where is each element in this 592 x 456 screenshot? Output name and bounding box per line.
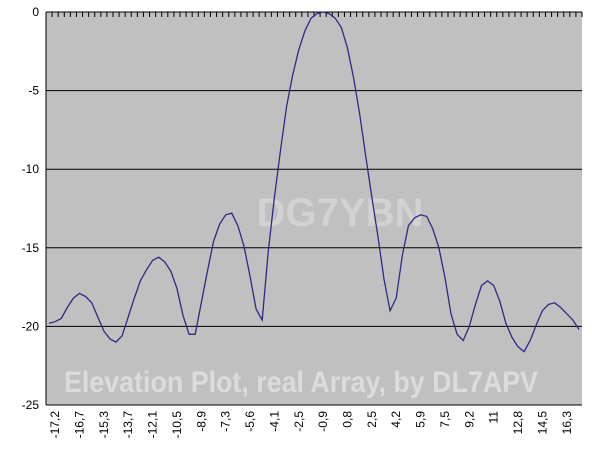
x-tick-label: -10,5 xyxy=(170,411,184,439)
x-tick-label: -0,9 xyxy=(316,411,330,432)
x-tick-label: -16,7 xyxy=(73,411,87,439)
x-tick-label: 12,8 xyxy=(511,411,525,435)
x-tick-label: -7,3 xyxy=(219,411,233,432)
x-tick-label: 16,3 xyxy=(560,411,574,435)
x-tick-label: 0,8 xyxy=(341,411,355,428)
y-tick-label: -25 xyxy=(22,398,40,412)
y-tick-label: -15 xyxy=(22,241,40,255)
y-tick-label: 0 xyxy=(32,5,39,19)
x-tick-label: 7,5 xyxy=(438,411,452,428)
x-tick-label: -4,1 xyxy=(267,411,281,432)
x-tick-label: 9,2 xyxy=(462,411,476,428)
x-tick-label: 5,9 xyxy=(414,411,428,428)
y-tick-label: -5 xyxy=(28,84,39,98)
x-tick-label: 4,2 xyxy=(389,411,403,428)
y-tick-label: -20 xyxy=(22,319,40,333)
x-tick-label: -12,1 xyxy=(146,411,160,439)
x-tick-label: -2,5 xyxy=(292,411,306,432)
x-tick-label: 11 xyxy=(487,411,501,424)
x-tick-label: -13,7 xyxy=(121,411,135,439)
x-tick-label: -8,9 xyxy=(194,411,208,432)
watermark-caption: Elevation Plot, real Array, by DL7APV xyxy=(64,366,538,399)
x-tick-label: -5,6 xyxy=(243,411,257,432)
x-tick-label: -17,2 xyxy=(48,411,62,439)
x-tick-label: 2,5 xyxy=(365,411,379,428)
x-tick-label: -15,3 xyxy=(97,411,111,439)
watermark: DG7YBN xyxy=(257,191,424,235)
y-tick-label: -10 xyxy=(22,162,40,176)
plot-area xyxy=(46,12,582,405)
x-tick-label: 14,5 xyxy=(535,411,549,435)
data-line xyxy=(48,11,580,353)
